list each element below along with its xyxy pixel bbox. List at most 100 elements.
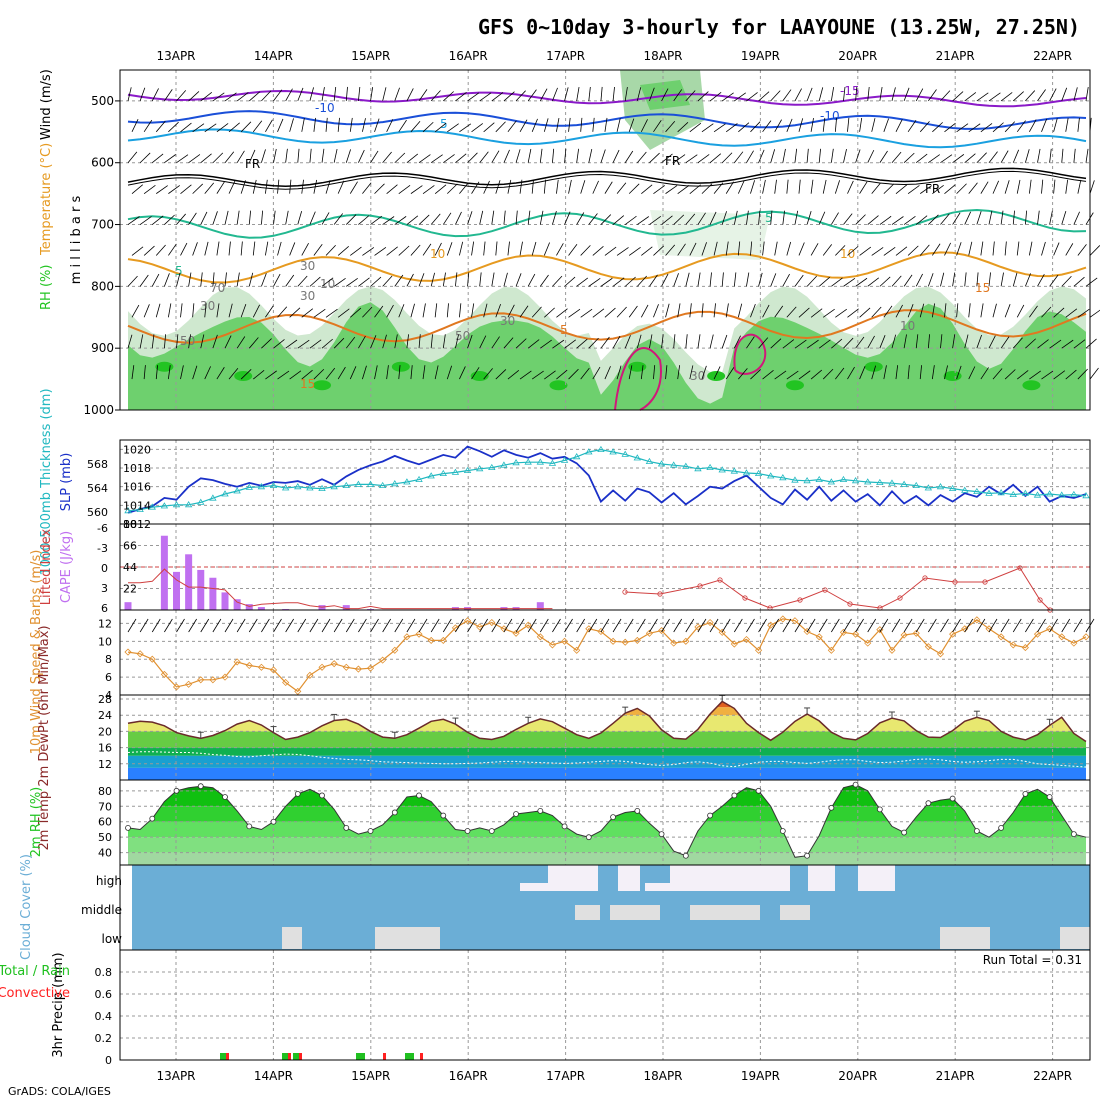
ua-wind-barb: [689, 242, 697, 256]
rh-point: [1046, 794, 1053, 800]
wind-speed-point: [439, 636, 447, 644]
wind-barb: [697, 618, 707, 633]
wind-tick-0: 4: [105, 689, 112, 702]
rh-point: [416, 792, 422, 799]
cape-tick-1: 44: [123, 561, 137, 574]
thickness-point: [269, 481, 278, 488]
ua-wind-barb: [580, 367, 590, 380]
ua-wind-barb: [786, 179, 789, 194]
ua-wind-barb: [261, 273, 267, 287]
ua-wind-barb: [733, 335, 741, 349]
ua-wind-barb: [709, 211, 717, 225]
ua-wind-barb: [725, 123, 738, 133]
thickness-point: [900, 480, 908, 487]
ua-wind-barb: [552, 339, 565, 349]
ua-wind-barb: [285, 210, 289, 225]
wind-speed-point: [852, 630, 860, 638]
ua-wind-barb: [200, 334, 205, 349]
ua-wind-barb: [697, 334, 701, 349]
bottom-date-label-1: 14APR: [254, 1069, 293, 1083]
ua-wind-barb: [515, 273, 522, 287]
rh-tick-0: 40: [98, 847, 112, 860]
ua-wind-barb: [309, 339, 322, 349]
ua-wind-barb: [806, 339, 819, 349]
wind-barb: [733, 618, 743, 633]
ua-wind-barb: [588, 213, 598, 225]
ua-wind-barb: [798, 242, 805, 256]
wind-barb: [903, 618, 913, 633]
ua-wind-barb: [527, 89, 537, 102]
ua-wind-barb: [883, 118, 889, 132]
ua-wind-barb: [770, 273, 777, 287]
ua-wind-barb: [374, 365, 378, 380]
ua-wind-barb: [337, 245, 349, 256]
ua-wind-barb: [822, 244, 833, 256]
thickness-point: [524, 458, 532, 465]
ua-wind-barb: [782, 339, 795, 349]
ua-wind-barb: [228, 241, 231, 256]
ua-wind-barb: [1016, 370, 1029, 380]
ua-wind-barb: [216, 303, 220, 318]
ua-wind-barb: [515, 210, 518, 225]
wind-barb: [552, 618, 561, 633]
wind-speed-point: [645, 629, 654, 637]
rh-point: [270, 818, 277, 825]
ua-wind-barb: [168, 121, 179, 133]
ua-wind-barb: [1073, 339, 1086, 349]
wind-speed-point: [536, 633, 544, 641]
ua-side-group: RH (%) Temperature (°C) Wind (m/s): [39, 69, 54, 310]
prec-bg: [120, 950, 1090, 1060]
ua-wind-barb: [928, 154, 940, 164]
ua-wind-barb: [612, 335, 621, 349]
ua-wind-barb: [616, 182, 627, 194]
ua-wind-barb: [758, 210, 761, 225]
wind-speed-point: [742, 635, 751, 644]
ua-wind-barb: [176, 272, 181, 287]
ua-wind-barb: [503, 337, 514, 349]
wind-barb: [309, 618, 319, 633]
ua-wind-barb: [859, 181, 868, 194]
rh-point: [125, 825, 131, 831]
ua-wind-barb: [640, 119, 648, 132]
wind-barb: [479, 618, 489, 633]
ua-wind-barb: [495, 180, 501, 194]
wind-ylabel: 10m Wind Speed & Barbs (m/s): [29, 550, 44, 755]
li-point: [822, 587, 828, 593]
ua-wind-barb: [806, 211, 812, 225]
ua-wind-barb: [277, 118, 284, 132]
rh-tick-2: 60: [98, 816, 112, 829]
wind-speed-point: [1058, 633, 1066, 641]
ua-wind-barb: [224, 210, 229, 225]
thickness-point: [366, 480, 375, 487]
ua-wind-barb: [346, 277, 358, 287]
ua-wind-barb: [1024, 210, 1028, 225]
wind-barb: [1061, 618, 1071, 633]
ua-wind-barb: [507, 369, 520, 380]
ua-wind-barb: [127, 275, 138, 287]
temp-tick-3: 24: [98, 709, 112, 722]
wind-speed-point: [912, 629, 920, 637]
ua-wind-barb: [903, 152, 915, 164]
ua-rh-90-9: [864, 361, 883, 372]
ua-wind-barb: [580, 117, 583, 132]
ua-wind-barb: [855, 336, 865, 349]
ua-wind-barb: [774, 305, 784, 318]
slp-tick-3: 1018: [123, 462, 151, 475]
ua-wind-barb: [661, 88, 669, 102]
ua-wind-barb: [313, 179, 318, 194]
ua-wind-barb: [871, 182, 881, 194]
ua-wind-barb: [576, 148, 580, 163]
ua-wind-barb: [503, 91, 515, 102]
thickness-point: [597, 445, 605, 452]
ua-wind-barb: [188, 334, 192, 349]
ua-wind-barb: [309, 211, 316, 225]
ua-wind-barb: [544, 370, 556, 380]
ua-wind-barb: [879, 335, 886, 349]
ua-wind-barb: [216, 241, 220, 256]
ua-wind-barb: [1061, 211, 1067, 225]
ua-wind-barb: [1049, 88, 1057, 102]
rh-band-4: [128, 790, 1086, 807]
wind-speed-point: [900, 631, 908, 639]
ua-wind-barb: [151, 334, 155, 349]
ua-wind-barb: [167, 303, 172, 318]
